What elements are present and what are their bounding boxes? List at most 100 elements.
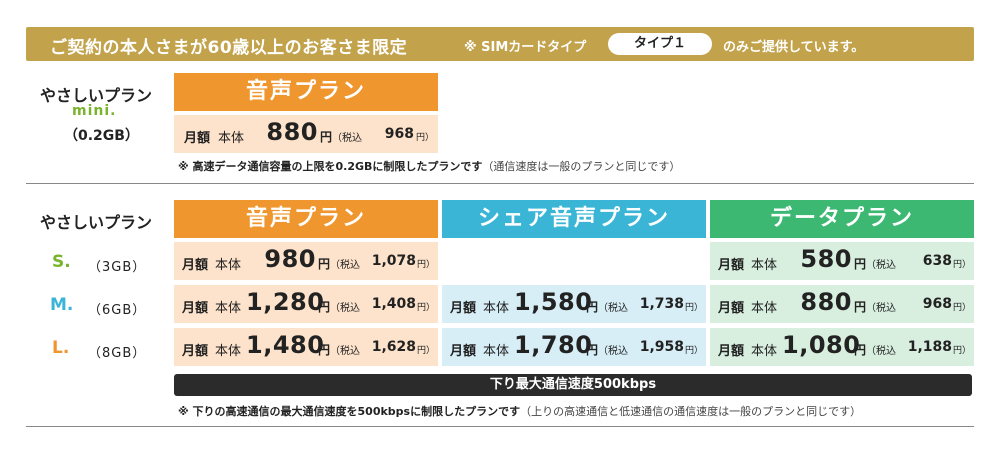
base-label: 本体 bbox=[483, 344, 510, 359]
monthly-label: 月額 bbox=[182, 301, 209, 316]
tax-price: 1,188 bbox=[907, 339, 952, 355]
tax-yen-label: 円） bbox=[417, 303, 436, 313]
mini-note-sub: （通信速度は一般のプランと同じです） bbox=[482, 160, 681, 173]
size-label-m: M. bbox=[50, 295, 74, 315]
yen-label: 円 bbox=[854, 343, 867, 357]
tax-yen-label: 円） bbox=[685, 303, 704, 313]
banner-note-suffix: のみご提供しています。 bbox=[723, 40, 865, 55]
main-plan-name: やさしいプラン bbox=[40, 213, 153, 232]
tax-label: （税込 bbox=[866, 260, 896, 271]
tax-yen-label: 円） bbox=[953, 346, 972, 356]
tax-label: （税込 bbox=[330, 303, 360, 314]
tax-label: （税込 bbox=[330, 260, 360, 271]
monthly-label: 月額 bbox=[184, 131, 211, 146]
base-label: 本体 bbox=[215, 258, 242, 273]
tax-label: （税込 bbox=[330, 346, 360, 357]
base-price: 1,080 bbox=[782, 331, 861, 359]
tax-label: （税込 bbox=[866, 303, 896, 314]
monthly-label: 月額 bbox=[182, 258, 209, 273]
base-label: 本体 bbox=[218, 131, 245, 146]
base-label: 本体 bbox=[751, 301, 778, 316]
share-price-row-l: 月額 本体 1,780 円 （税込 1,958 円） bbox=[442, 328, 706, 366]
tax-price: 1,408 bbox=[371, 296, 416, 312]
yen-label: 円 bbox=[318, 257, 331, 271]
yen-label: 円 bbox=[854, 257, 867, 271]
tax-price: 1,078 bbox=[371, 253, 416, 269]
tax-price: 638 bbox=[922, 253, 952, 269]
mini-plan-note: ※ 高速データ通信容量の上限を0.2GBに制限したプランです（通信速度は一般のプ… bbox=[178, 158, 680, 174]
base-price: 880 bbox=[800, 288, 852, 316]
data-price-row-s: 月額 本体 580 円 （税込 638 円） bbox=[710, 242, 974, 280]
tax-yen-label: 円） bbox=[416, 133, 435, 143]
mini-voice-price-row: 月額 本体 880 円 （税込 968 円） bbox=[174, 115, 438, 153]
base-label: 本体 bbox=[483, 301, 510, 316]
voice-plan-header: 音声プラン bbox=[174, 200, 438, 238]
monthly-label: 月額 bbox=[718, 301, 745, 316]
base-price: 1,580 bbox=[514, 288, 593, 316]
mini-plan-name: やさしいプラン bbox=[40, 86, 153, 105]
tax-price: 1,958 bbox=[639, 339, 684, 355]
tax-price: 968 bbox=[922, 296, 952, 312]
banner-note-prefix: ※ SIMカードタイプ bbox=[464, 40, 587, 55]
mini-capacity: （0.2GB） bbox=[64, 128, 139, 144]
base-label: 本体 bbox=[215, 344, 242, 359]
eligibility-banner: ご契約の本人さまが60歳以上のお客さま限定 ※ SIMカードタイプ タイプ１ の… bbox=[26, 27, 974, 61]
banner-title: ご契約の本人さまが60歳以上のお客さま限定 bbox=[50, 38, 408, 58]
main-note-main: ※ 下りの高速通信の最大通信速度を500kbpsに制限したプランです bbox=[178, 405, 521, 418]
section-divider bbox=[26, 183, 974, 184]
size-gb-m: （6GB） bbox=[88, 303, 147, 318]
tax-label: （税込 bbox=[332, 133, 362, 144]
monthly-label: 月額 bbox=[450, 344, 477, 359]
tax-label: （税込 bbox=[598, 346, 628, 357]
base-price: 980 bbox=[264, 245, 316, 273]
data-price-row-m: 月額 本体 880 円 （税込 968 円） bbox=[710, 285, 974, 323]
monthly-label: 月額 bbox=[718, 258, 745, 273]
yen-label: 円 bbox=[586, 300, 599, 314]
base-price: 1,780 bbox=[514, 331, 593, 359]
size-label-s: S. bbox=[52, 252, 71, 272]
yen-label: 円 bbox=[320, 130, 333, 144]
base-price: 580 bbox=[800, 245, 852, 273]
yen-label: 円 bbox=[854, 300, 867, 314]
base-price: 880 bbox=[266, 118, 318, 146]
monthly-label: 月額 bbox=[718, 344, 745, 359]
sim-type-badge: タイプ１ bbox=[608, 33, 712, 55]
tax-price: 968 bbox=[384, 126, 414, 142]
data-plan-header: データプラン bbox=[710, 200, 974, 238]
tax-yen-label: 円） bbox=[953, 260, 972, 270]
mini-voice-plan-header: 音声プラン bbox=[174, 73, 438, 111]
yen-label: 円 bbox=[318, 300, 331, 314]
data-price-row-l: 月額 本体 1,080 円 （税込 1,188 円） bbox=[710, 328, 974, 366]
mini-size-tag: mini. bbox=[72, 103, 117, 119]
mini-note-main: ※ 高速データ通信容量の上限を0.2GBに制限したプランです bbox=[178, 160, 483, 173]
voice-price-row-s: 月額 本体 980 円 （税込 1,078 円） bbox=[174, 242, 438, 280]
size-gb-l: （8GB） bbox=[88, 346, 147, 361]
size-label-l: L. bbox=[52, 338, 70, 358]
monthly-label: 月額 bbox=[182, 344, 209, 359]
share-voice-plan-header: シェア音声プラン bbox=[442, 200, 706, 238]
tax-label: （税込 bbox=[598, 303, 628, 314]
tax-yen-label: 円） bbox=[953, 303, 972, 313]
bottom-divider bbox=[26, 426, 974, 427]
voice-price-row-l: 月額 本体 1,480 円 （税込 1,628 円） bbox=[174, 328, 438, 366]
tax-yen-label: 円） bbox=[685, 346, 704, 356]
size-gb-s: （3GB） bbox=[88, 260, 147, 275]
main-plan-note: ※ 下りの高速通信の最大通信速度を500kbpsに制限したプランです（上りの高速… bbox=[178, 403, 861, 419]
tax-price: 1,628 bbox=[371, 339, 416, 355]
share-price-row-m: 月額 本体 1,580 円 （税込 1,738 円） bbox=[442, 285, 706, 323]
base-price: 1,280 bbox=[246, 288, 325, 316]
main-note-sub: （上りの高速通信と低速通信の通信速度は一般のプランと同じです） bbox=[520, 405, 862, 418]
tax-yen-label: 円） bbox=[417, 260, 436, 270]
voice-price-row-m: 月額 本体 1,280 円 （税込 1,408 円） bbox=[174, 285, 438, 323]
tax-price: 1,738 bbox=[639, 296, 684, 312]
base-label: 本体 bbox=[751, 344, 778, 359]
speed-limit-bar: 下り最大通信速度500kbps bbox=[174, 374, 972, 396]
tax-yen-label: 円） bbox=[417, 346, 436, 356]
base-price: 1,480 bbox=[246, 331, 325, 359]
monthly-label: 月額 bbox=[450, 301, 477, 316]
yen-label: 円 bbox=[318, 343, 331, 357]
yen-label: 円 bbox=[586, 343, 599, 357]
tax-label: （税込 bbox=[866, 346, 896, 357]
base-label: 本体 bbox=[751, 258, 778, 273]
base-label: 本体 bbox=[215, 301, 242, 316]
